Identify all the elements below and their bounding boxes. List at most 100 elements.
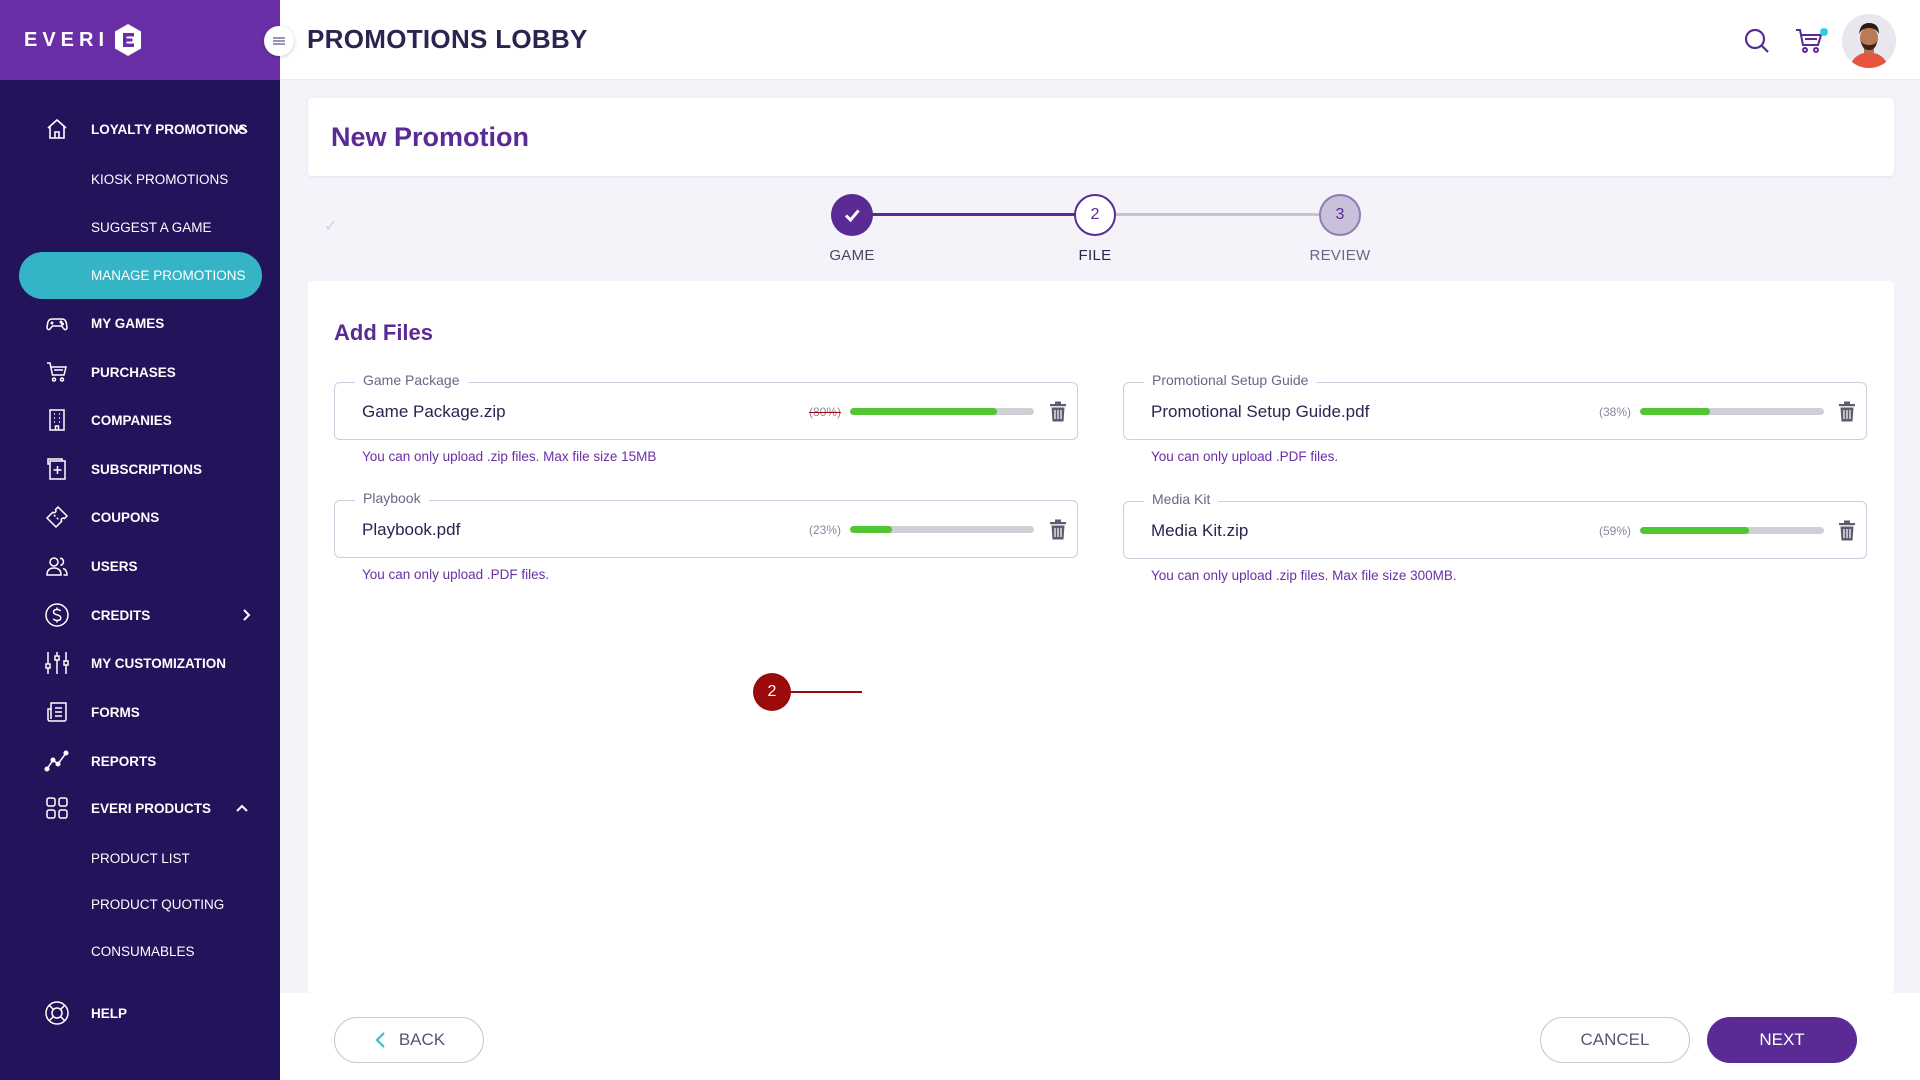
sidebar-item-consumables[interactable]: CONSUMABLES	[0, 934, 280, 968]
sidebar-item-label: MY CUSTOMIZATION	[91, 655, 226, 671]
upload-progress-fill	[1640, 527, 1749, 534]
sidebar-item-companies[interactable]: COMPANIES	[0, 400, 280, 440]
sidebar-item-label: FORMS	[91, 704, 140, 720]
sidebar-item-users[interactable]: USERS	[0, 546, 280, 586]
chevron-left-icon	[375, 1032, 385, 1048]
cart-icon	[44, 359, 70, 385]
sidebar-item-kiosk-promotions[interactable]: KIOSK PROMOTIONS	[0, 162, 280, 196]
cart-icon[interactable]	[1794, 26, 1824, 56]
sidebar-item-label: KIOSK PROMOTIONS	[91, 171, 229, 187]
sidebar-item-label: HELP	[91, 1005, 128, 1021]
search-icon[interactable]	[1742, 26, 1772, 56]
step-game-circle[interactable]	[831, 194, 873, 236]
sidebar-item-label: COUPONS	[91, 509, 160, 525]
user-avatar-image	[1842, 14, 1896, 68]
add-files-card: Add Files Game Package Game Package.zip …	[308, 281, 1894, 993]
upload-hint: You can only upload .zip files. Max file…	[362, 449, 657, 464]
step-file-label: FILE	[1078, 247, 1112, 264]
sidebar-item-everi-products[interactable]: EVERI PRODUCTS	[0, 788, 280, 828]
upload-percent: (59%)	[1599, 524, 1632, 538]
back-button[interactable]: BACK	[334, 1017, 484, 1063]
sidebar-item-help[interactable]: HELP	[0, 993, 280, 1033]
sidebar-item-my-customization[interactable]: MY CUSTOMIZATION	[0, 643, 280, 683]
sidebar-item-label: PURCHASES	[91, 364, 176, 380]
chevron-up-icon[interactable]	[234, 800, 250, 816]
sidebar-item-coupons[interactable]: COUPONS	[0, 497, 280, 537]
upload-field-media-kit[interactable]: Media Kit Media Kit.zip (59%)	[1123, 491, 1867, 559]
upload-percent: (23%)	[809, 523, 842, 537]
upload-progress-fill	[1640, 408, 1710, 415]
upload-progress-fill	[850, 408, 998, 415]
file-name: Promotional Setup Guide.pdf	[1151, 402, 1370, 421]
annotation-line	[762, 691, 862, 693]
stepper-line-complete	[870, 213, 1094, 216]
sidebar-item-subscriptions[interactable]: SUBSCRIPTIONS	[0, 449, 280, 489]
sidebar-item-label: PRODUCT LIST	[91, 850, 190, 866]
upload-percent: (38%)	[1599, 405, 1632, 419]
chevron-up-icon[interactable]	[234, 121, 250, 137]
sidebar-item-label: MY GAMES	[91, 315, 165, 331]
menu-icon	[273, 37, 285, 45]
logo-mark-icon	[115, 24, 142, 56]
trash-icon[interactable]	[1049, 519, 1067, 540]
step-file-circle[interactable]: 2	[1074, 194, 1116, 236]
sidebar-item-reports[interactable]: REPORTS	[0, 741, 280, 781]
sidebar-item-product-quoting[interactable]: PRODUCT QUOTING	[0, 887, 280, 921]
sidebar-item-loyalty-promotions[interactable]: LOYALTY PROMOTIONS	[0, 109, 280, 149]
lifebuoy-icon	[44, 1000, 70, 1026]
forms-icon	[44, 699, 70, 725]
page-title: PROMOTIONS LOBBY	[307, 24, 588, 54]
upload-hint: You can only upload .PDF files.	[1151, 449, 1339, 464]
building-icon	[44, 407, 70, 433]
sidebar-toggle-button[interactable]	[264, 26, 294, 56]
cancel-button-label: CANCEL	[1580, 1030, 1650, 1049]
step-review-circle[interactable]: 3	[1319, 194, 1361, 236]
upload-hint: You can only upload .PDF files.	[362, 567, 550, 582]
home-icon	[44, 116, 70, 142]
next-button-label: NEXT	[1759, 1030, 1805, 1049]
section-title: Add Files	[334, 320, 434, 345]
avatar[interactable]	[1842, 14, 1896, 68]
stepper-line-pending	[1115, 213, 1319, 216]
step-review-label: REVIEW	[1309, 247, 1371, 264]
upload-progress-bar	[850, 526, 1034, 533]
sidebar-item-purchases[interactable]: PURCHASES	[0, 352, 280, 392]
sidebar-item-label: REPORTS	[91, 753, 157, 769]
sidebar-item-suggest-a-game[interactable]: SUGGEST A GAME	[0, 210, 280, 244]
new-promotion-card: New Promotion	[308, 98, 1894, 176]
gamepad-icon	[44, 310, 70, 336]
check-icon	[844, 209, 860, 223]
sidebar-item-label: EVERI PRODUCTS	[91, 800, 212, 816]
sidebar-item-manage-promotions[interactable]: MANAGE PROMOTIONS	[19, 252, 262, 299]
sidebar-item-credits[interactable]: CREDITS	[0, 595, 280, 635]
top-header: PROMOTIONS LOBBY	[280, 0, 1920, 80]
sidebar-item-label: COMPANIES	[91, 412, 172, 428]
next-button[interactable]: NEXT	[1707, 1017, 1857, 1063]
sidebar-item-label: MANAGE PROMOTIONS	[91, 268, 246, 283]
trash-icon[interactable]	[1838, 401, 1856, 422]
cancel-button[interactable]: CANCEL	[1540, 1017, 1690, 1063]
trash-icon[interactable]	[1838, 520, 1856, 541]
logo[interactable]: EVERI	[0, 0, 280, 80]
sliders-icon	[44, 650, 70, 676]
sidebar-item-label: CREDITS	[91, 607, 151, 623]
users-icon	[44, 553, 70, 579]
upload-field-label: Media Kit	[1144, 491, 1219, 507]
upload-field-playbook[interactable]: Playbook Playbook.pdf (23%)	[334, 490, 1078, 558]
sidebar-item-forms[interactable]: FORMS	[0, 692, 280, 732]
chevron-right-icon[interactable]	[238, 607, 254, 623]
sidebar-item-label: PRODUCT QUOTING	[91, 896, 225, 912]
sidebar-item-my-games[interactable]: MY GAMES	[0, 303, 280, 343]
grid-icon	[44, 795, 70, 821]
trash-icon[interactable]	[1049, 401, 1067, 422]
sidebar-item-label: USERS	[91, 558, 138, 574]
upload-hint: You can only upload .zip files. Max file…	[1151, 568, 1457, 583]
check-icon: ✓	[324, 218, 338, 235]
sidebar: EVERI LOYALTY PROMOTIONS KIOSK PROMOTION…	[0, 0, 280, 1080]
upload-progress-bar	[1640, 408, 1824, 415]
upload-field-promotional-setup-guide[interactable]: Promotional Setup Guide Promotional Setu…	[1123, 372, 1867, 440]
sidebar-item-product-list[interactable]: PRODUCT LIST	[0, 841, 280, 875]
upload-field-label: Game Package	[355, 372, 468, 388]
file-name: Playbook.pdf	[362, 520, 461, 539]
upload-field-game-package[interactable]: Game Package Game Package.zip (80%)	[334, 372, 1078, 440]
